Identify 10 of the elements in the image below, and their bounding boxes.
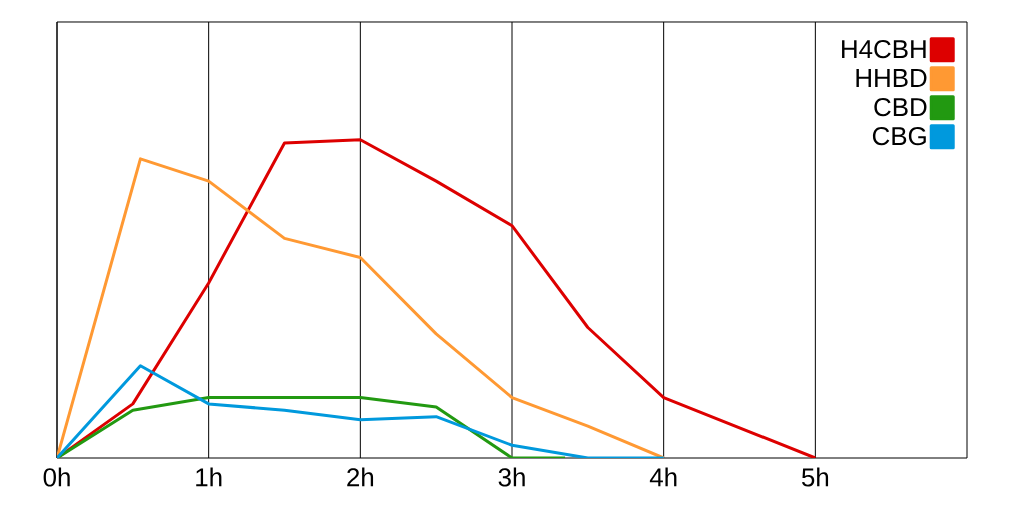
x-tick-label: 1h	[196, 467, 222, 487]
legend-label: CBD	[874, 97, 927, 117]
x-tick-label: 3h	[498, 467, 525, 487]
legend-label: CBG	[872, 126, 926, 146]
legend-label: H4CBH	[842, 39, 926, 59]
x-tick-label: 2h	[347, 467, 374, 487]
x-tick-label: 4h	[649, 467, 677, 487]
x-tick-label: 5h	[801, 467, 829, 487]
legend-label: HHBD	[856, 69, 927, 87]
x-tick-label: 0h	[43, 467, 70, 487]
